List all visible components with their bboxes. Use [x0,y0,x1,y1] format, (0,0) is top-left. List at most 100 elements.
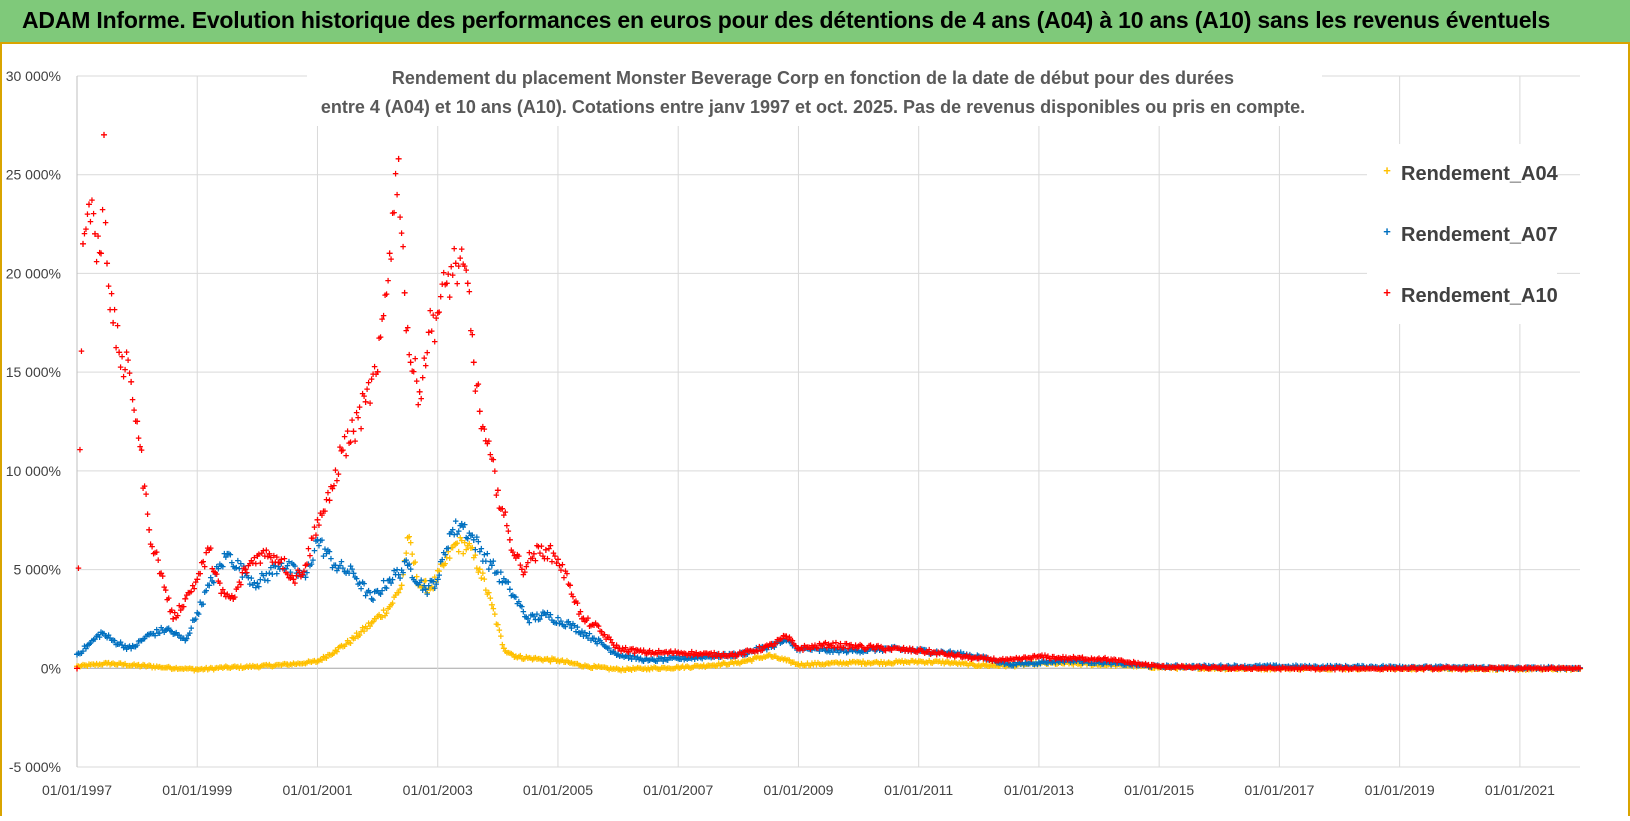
series-marker: + [95,660,101,672]
series-marker: + [794,659,800,671]
data-point: + [194,662,201,676]
series-marker: + [450,543,456,555]
series-marker: + [289,660,295,672]
series-marker: + [419,582,425,594]
series-marker: + [1490,664,1496,676]
series-marker: + [573,658,579,670]
y-tick-label: 20 000% [6,265,61,281]
series-marker: + [1306,663,1312,675]
series-marker: + [1212,664,1218,676]
series-marker: + [1472,664,1478,676]
data-point: + [1456,661,1463,675]
data-point: + [585,659,592,673]
series-marker: + [310,656,316,668]
series-marker: + [292,659,298,671]
series-marker: + [447,553,453,565]
series-marker: + [1323,663,1329,675]
series-marker: + [1460,663,1466,675]
series-marker: + [1523,665,1529,677]
series-marker: + [998,659,1004,671]
series-marker: + [878,656,884,668]
series-marker: + [421,576,427,588]
y-tick-label: 10 000% [6,463,61,479]
series-marker: + [1081,658,1087,670]
series-marker: + [1151,663,1157,675]
series-marker: + [1082,658,1088,670]
series-marker: + [869,658,875,670]
series-marker: + [520,654,526,666]
series-marker: + [1296,664,1302,676]
series-marker: + [358,627,364,639]
data-point: + [73,661,80,675]
series-marker: + [1162,663,1168,675]
series-marker: + [875,657,881,669]
series-marker: + [1239,663,1245,675]
series-marker: + [395,588,401,600]
series-marker: + [111,659,117,671]
series-marker: + [546,655,552,667]
series-marker: + [723,659,729,671]
series-marker: + [1063,657,1069,669]
series-marker: + [1111,659,1117,671]
series-marker: + [1429,663,1435,675]
series-marker: + [1145,662,1151,674]
data-point: + [645,661,652,675]
series-marker: + [1237,663,1243,675]
series-marker: + [618,665,624,677]
series-marker: + [499,640,505,652]
series-marker: + [492,609,498,621]
data-point: + [224,660,231,674]
series-marker: + [362,621,368,633]
series-marker: + [93,659,99,671]
series-marker: + [938,658,944,670]
data-point: + [404,531,411,545]
data-point: + [512,649,519,663]
series-marker: + [562,657,568,669]
series-marker: + [926,656,932,668]
series-marker: + [806,660,812,672]
series-marker: + [1242,664,1248,676]
series-marker: + [1180,663,1186,675]
series-marker: + [1393,664,1399,676]
series-marker: + [941,658,947,670]
series-marker: + [283,659,289,671]
data-point: + [73,659,80,673]
series-marker: + [1321,664,1327,676]
series-marker: + [543,654,549,666]
series-marker: + [1309,662,1315,674]
series-marker: + [1007,659,1013,671]
series-marker: + [78,346,84,358]
series-marker: + [522,653,528,665]
data-point: + [615,662,622,676]
series-marker: + [114,659,120,671]
series-marker: + [816,659,822,671]
series-marker: + [397,212,403,224]
series-marker: + [75,563,81,575]
series-marker: + [1380,664,1386,676]
series-marker: + [105,657,111,669]
series-marker: + [102,217,108,229]
series-marker: + [383,608,389,620]
series-marker: + [99,660,105,672]
series-marker: + [1165,662,1171,674]
series-marker: + [858,659,864,671]
series-marker: + [227,663,233,675]
series-marker: + [1520,664,1526,676]
series-marker: + [845,659,851,671]
series-marker: + [968,658,974,670]
series-marker: + [456,547,462,559]
series-marker: + [180,664,186,676]
series-marker: + [897,657,903,669]
data-point: + [735,655,742,669]
series-marker: + [185,664,191,676]
series-marker: + [1219,664,1225,676]
series-marker: + [248,662,254,674]
data-point: + [765,648,772,662]
series-marker: + [1305,663,1311,675]
series-marker: + [89,659,95,671]
series-marker: + [995,661,1001,673]
series-marker: + [982,661,988,673]
series-marker: + [90,659,96,671]
series-marker: + [1240,664,1246,676]
series-marker: + [606,664,612,676]
